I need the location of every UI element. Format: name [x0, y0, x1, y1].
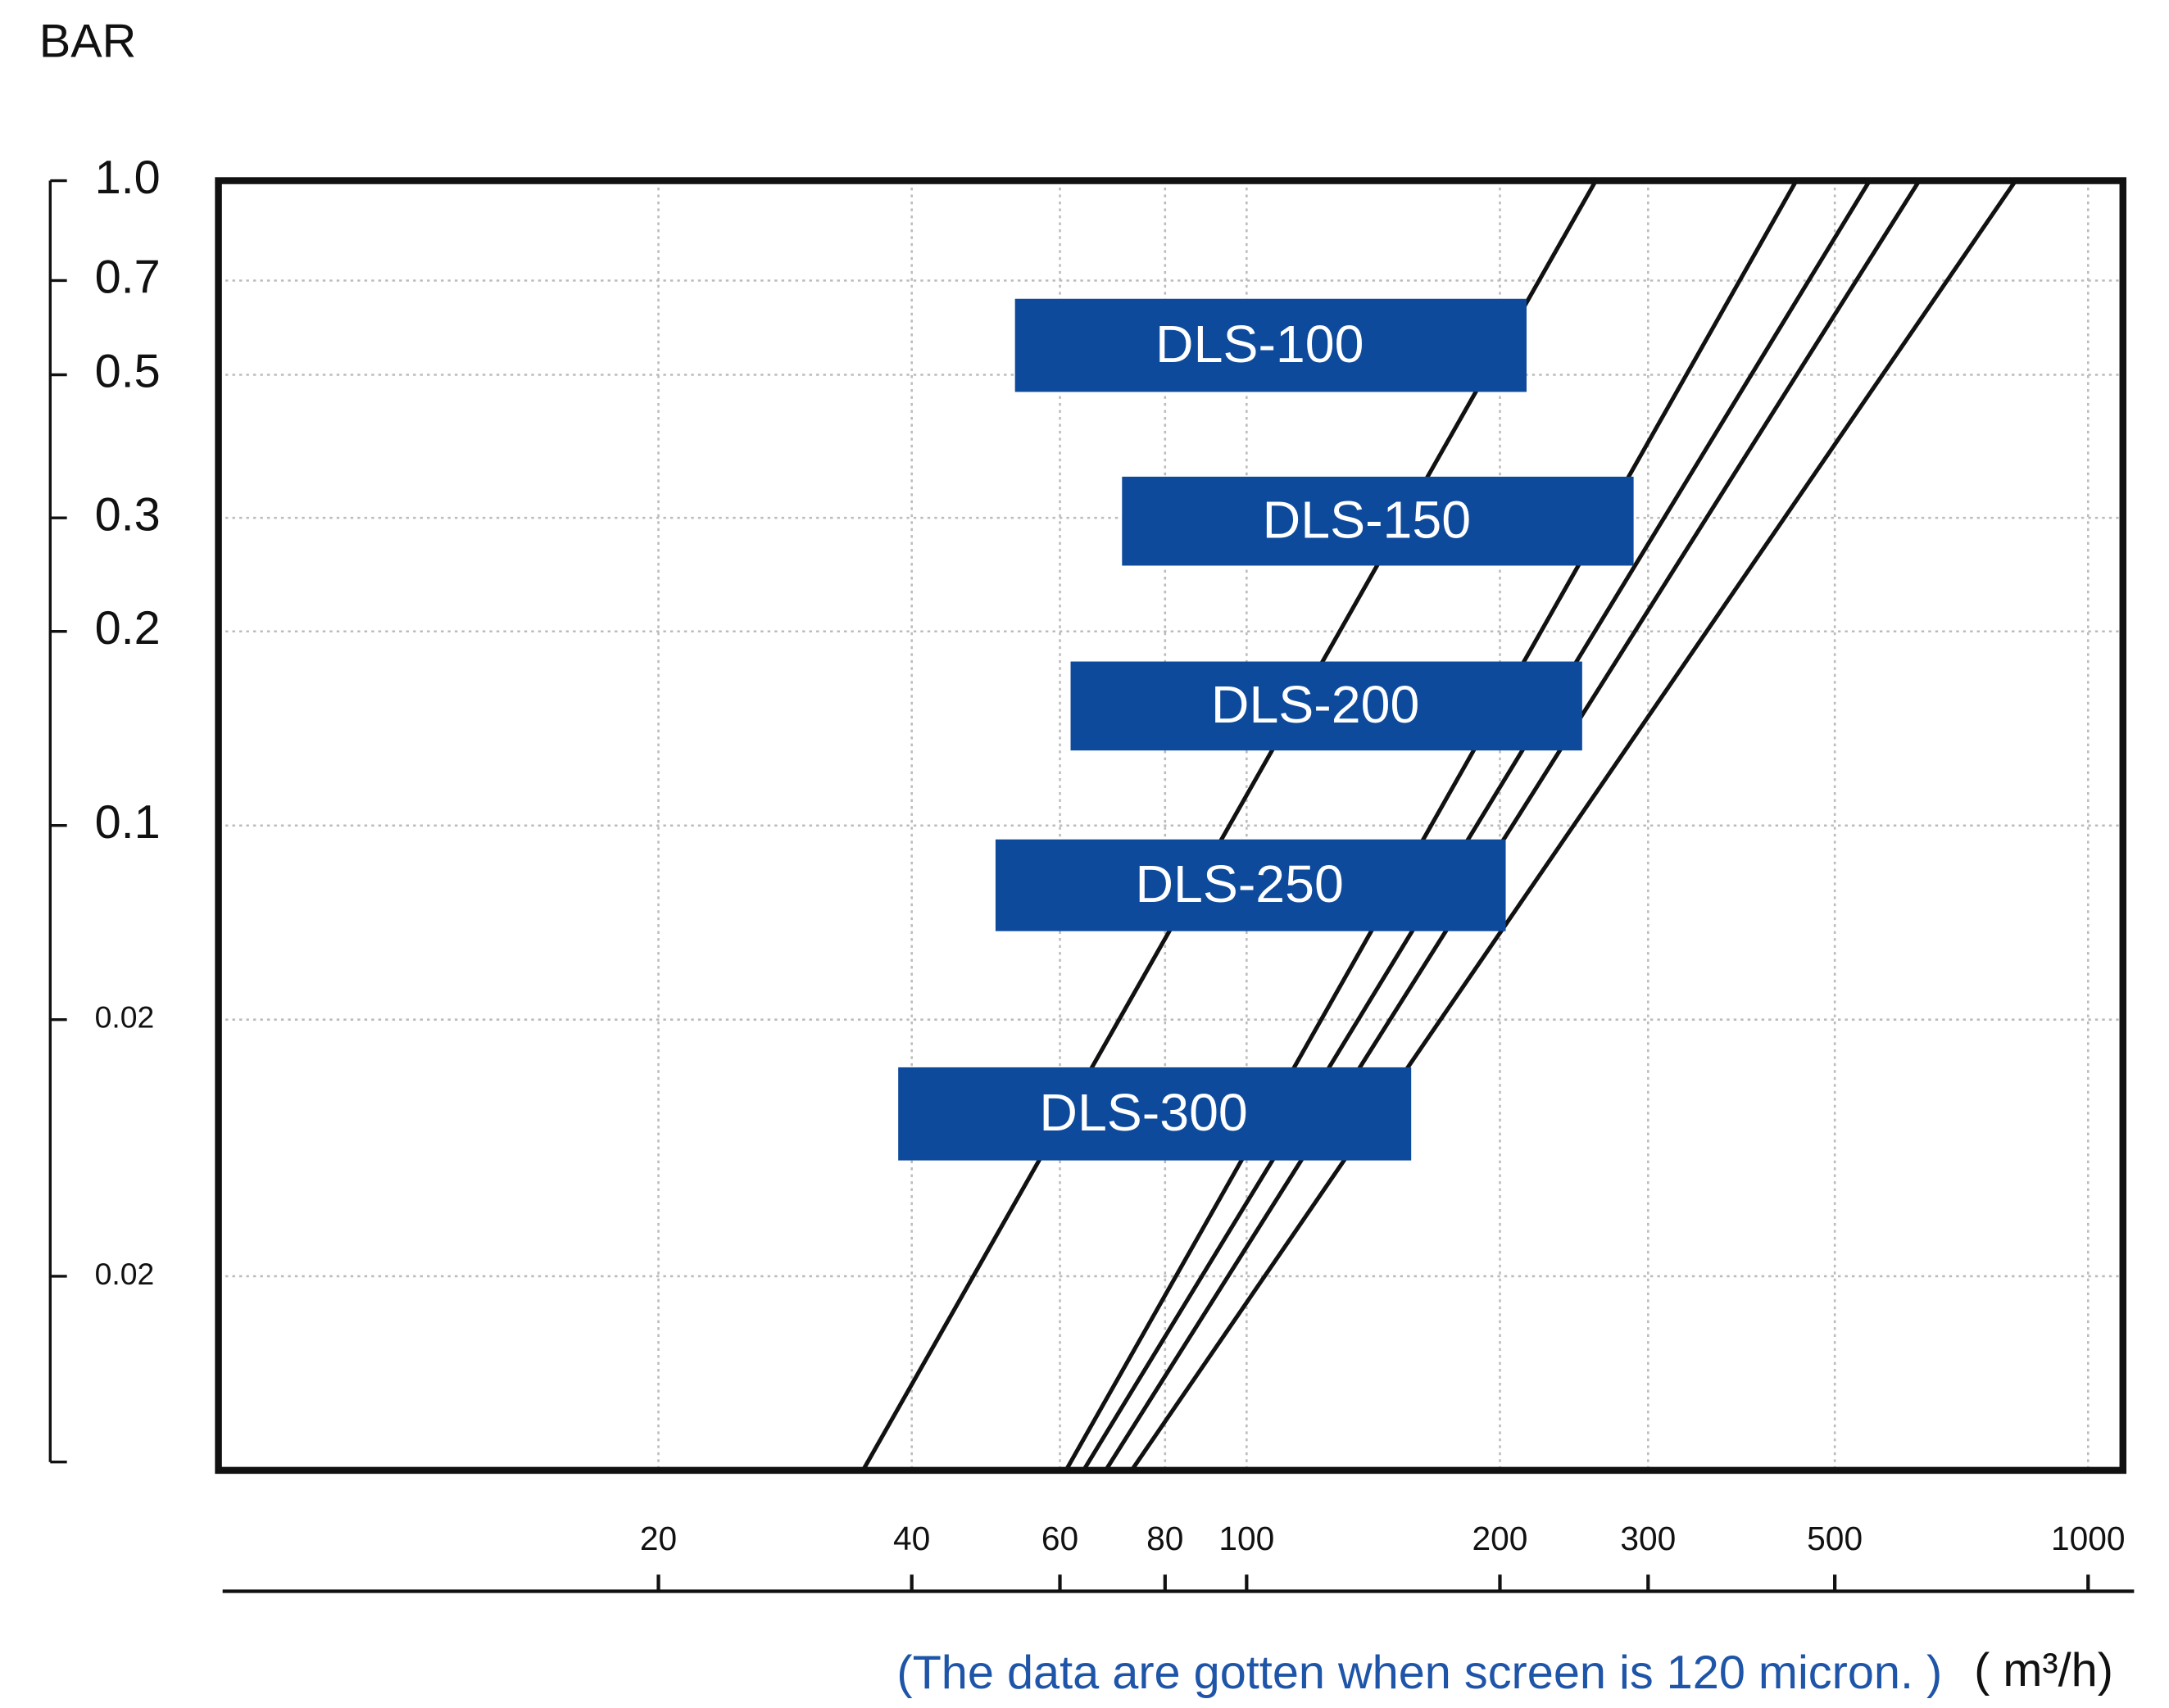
legend-label: DLS-100	[1155, 315, 1364, 374]
legend-label: DLS-150	[1263, 491, 1471, 550]
series-line	[1082, 180, 1872, 1470]
legend-label: DLS-200	[1211, 675, 1419, 734]
y-tick-label: 0.02	[95, 1257, 155, 1291]
footnote: (The data are gotten when screen is 120 …	[896, 1647, 1942, 1699]
series-line	[1104, 180, 1922, 1470]
x-tick-label: 80	[1146, 1520, 1183, 1557]
x-tick-label: 40	[893, 1520, 930, 1557]
y-tick-label: 0.1	[95, 796, 161, 849]
x-tick-label: 20	[640, 1520, 677, 1557]
x-tick-label: 200	[1472, 1520, 1528, 1557]
x-tick-label: 300	[1620, 1520, 1676, 1557]
y-tick-label: 0.5	[95, 346, 161, 398]
legend-label: DLS-300	[1039, 1083, 1247, 1142]
plot-frame	[215, 177, 2127, 1475]
legend-box	[995, 839, 1506, 931]
y-tick-label: 0.02	[95, 1000, 155, 1035]
series-line	[1129, 180, 2017, 1470]
legend-box	[1014, 298, 1527, 392]
y-unit-label: BAR	[39, 16, 137, 68]
legend-box	[1070, 661, 1582, 751]
legend-box	[1122, 476, 1634, 566]
y-tick-label: 0.2	[95, 602, 161, 655]
y-tick-label: 1.0	[95, 152, 161, 204]
series-line	[1064, 180, 1799, 1470]
x-tick-label: 500	[1807, 1520, 1863, 1557]
x-tick-label: 1000	[2051, 1520, 2126, 1557]
x-tick-label: 100	[1218, 1520, 1274, 1557]
x-tick-label: 60	[1041, 1520, 1078, 1557]
x-unit-label: ( m³/h)	[1974, 1644, 2113, 1697]
series-line	[860, 180, 1598, 1470]
y-tick-label: 0.7	[95, 251, 161, 304]
legend-label: DLS-250	[1135, 854, 1343, 913]
y-tick-label: 0.3	[95, 488, 161, 541]
legend-box	[898, 1067, 1412, 1161]
